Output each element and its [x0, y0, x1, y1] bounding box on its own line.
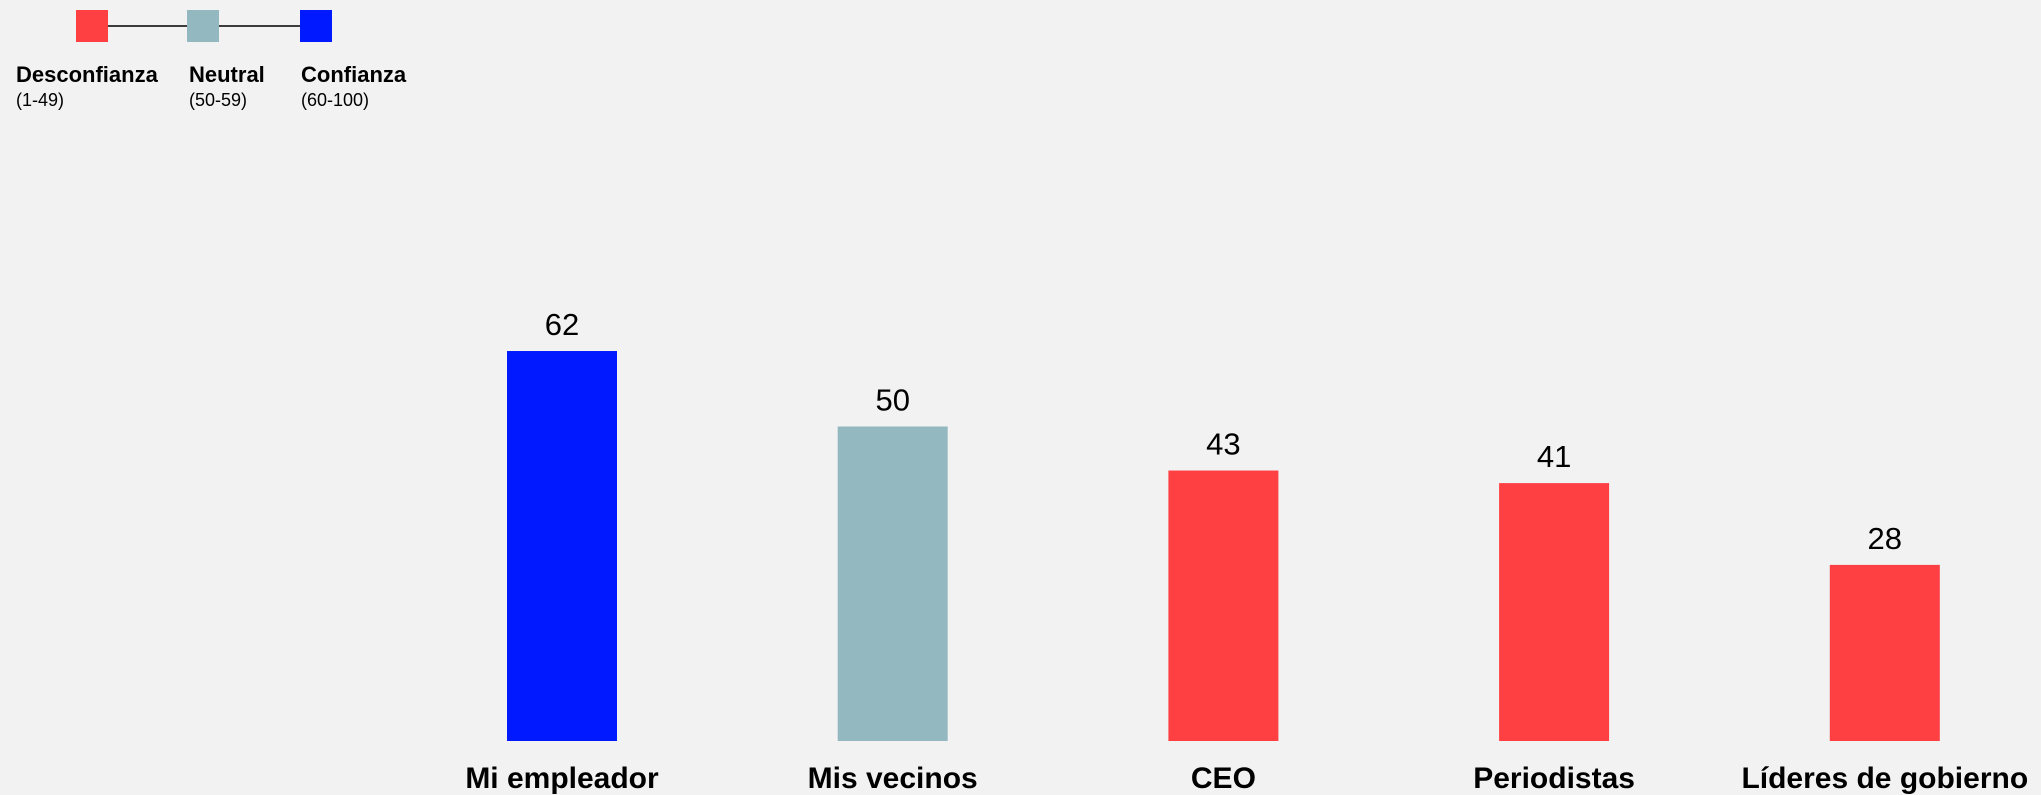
legend-swatch — [300, 10, 332, 42]
value-label: 43 — [1206, 427, 1240, 462]
value-label: 41 — [1537, 439, 1571, 474]
legend-range: (50-59) — [189, 90, 247, 110]
x-tick-label: CEO — [1191, 762, 1256, 795]
bar — [507, 351, 617, 741]
value-label: 50 — [875, 383, 909, 418]
legend-swatch — [187, 10, 219, 42]
bar — [1168, 470, 1279, 741]
x-tick-label: Líderes de gobierno — [1741, 762, 2028, 795]
legend-swatch — [76, 10, 108, 42]
bar — [1829, 564, 1940, 741]
legend-name: Desconfianza — [16, 62, 159, 87]
bar — [1499, 483, 1610, 741]
x-tick-label: Mi empleador — [465, 762, 659, 795]
legend-name: Confianza — [301, 62, 407, 87]
bar — [837, 426, 948, 741]
legend-name: Neutral — [189, 62, 265, 87]
value-label: 62 — [545, 307, 579, 342]
x-tick-label: Mis vecinos — [808, 762, 978, 795]
value-label: 28 — [1868, 521, 1902, 556]
legend-range: (1-49) — [16, 90, 64, 110]
x-tick-label: Periodistas — [1473, 762, 1635, 795]
legend-range: (60-100) — [301, 90, 369, 110]
